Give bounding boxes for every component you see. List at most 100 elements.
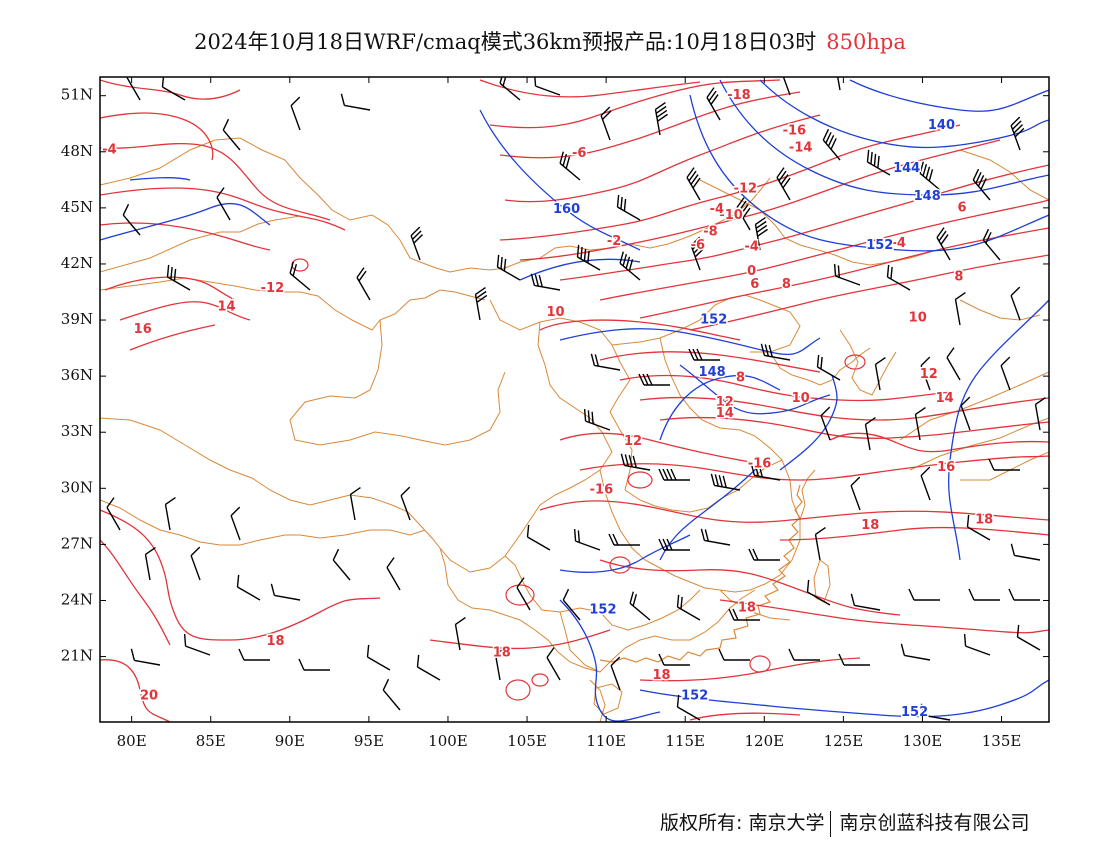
- temperature-isotherm: [100, 222, 271, 251]
- company-text: 南京创蓝科技有限公司: [839, 812, 1030, 834]
- temperature-isotherm: [129, 324, 216, 351]
- height-isohypse: [679, 364, 831, 415]
- wind-barb: [416, 654, 441, 681]
- temperature-label: 12: [920, 367, 938, 382]
- wind-barb: [183, 634, 211, 656]
- wind-barb: [1008, 588, 1040, 601]
- wind-barb: [122, 203, 141, 236]
- lon-label: 105E: [507, 732, 547, 750]
- wind-barb: [386, 557, 401, 591]
- lon-label: 80E: [117, 732, 147, 750]
- height-isohypse: [779, 374, 838, 471]
- wind-barb: [676, 594, 701, 621]
- wind-barb: [526, 524, 551, 551]
- height-label: 144: [893, 161, 920, 176]
- temperature-isotherm: [559, 164, 1049, 281]
- wind-barb: [400, 486, 411, 521]
- temperature-label: 20: [140, 688, 158, 703]
- temperature-label: 14: [936, 391, 954, 406]
- wind-barb: [919, 161, 941, 191]
- temperature-label: 14: [716, 406, 734, 421]
- wind-barb: [126, 77, 141, 101]
- wind-barb: [583, 409, 611, 431]
- province-boundary: [559, 589, 756, 673]
- lat-label: 45N: [61, 198, 93, 216]
- lon-label: 85E: [196, 732, 226, 750]
- province-boundary: [100, 277, 486, 331]
- province-boundary: [599, 469, 801, 593]
- wind-barb: [963, 634, 991, 656]
- wind-barb: [676, 694, 701, 721]
- temperature-closed-contour: [627, 471, 653, 489]
- wind-barb: [982, 228, 1001, 261]
- temperature-isotherm: [104, 276, 236, 301]
- wind-barb: [966, 514, 991, 541]
- wind-barb: [236, 574, 261, 601]
- wind-barb: [530, 273, 561, 291]
- wind-barb: [164, 496, 176, 531]
- wind-barb: [222, 118, 241, 151]
- wind-barb: [936, 227, 951, 261]
- temperature-label: -10: [719, 208, 743, 223]
- temperature-isotherm: [499, 124, 961, 241]
- temperature-isotherm: [100, 112, 214, 161]
- wind-barb: [562, 588, 581, 621]
- wind-barb: [616, 194, 641, 221]
- wind-barb: [658, 468, 690, 481]
- wind-barb: [920, 466, 931, 501]
- province-boundary: [100, 499, 426, 546]
- height-isohypse: [719, 79, 1049, 196]
- height-label: 152: [589, 602, 616, 617]
- province-boundary: [489, 299, 633, 491]
- wind-barb: [886, 264, 911, 291]
- wind-barb: [686, 167, 701, 201]
- temperature-isotherm: [539, 500, 1049, 523]
- height-isohypse: [559, 599, 661, 722]
- height-isohypse: [519, 258, 641, 281]
- temperature-label: -16: [748, 457, 772, 472]
- temperature-label: -8: [703, 225, 717, 240]
- wind-barb: [816, 354, 841, 381]
- temperature-label: -18: [727, 88, 751, 103]
- temperature-closed-contour: [505, 584, 535, 606]
- wind-barb: [474, 286, 488, 321]
- wind-barb: [516, 577, 531, 611]
- wind-barb: [908, 588, 940, 601]
- lat-label: 39N: [61, 310, 93, 328]
- temperature-label: -6: [691, 238, 705, 253]
- temperature-label: -4: [744, 240, 758, 255]
- wind-barb: [1000, 356, 1011, 391]
- wind-barb: [920, 356, 931, 391]
- temperature-label: -16: [783, 124, 807, 139]
- temperature-label: -16: [590, 483, 614, 498]
- wind-barb: [788, 648, 820, 661]
- wind-barb: [366, 644, 391, 671]
- wind-barb: [610, 656, 621, 691]
- temperature-label: -14: [789, 141, 813, 156]
- wind-barb: [750, 463, 781, 481]
- temperature-isotherm: [499, 91, 801, 159]
- temperature-isotherm: [579, 455, 1049, 481]
- wind-barb: [754, 216, 768, 251]
- temperature-isotherm: [719, 599, 1049, 634]
- temperature-label: -2: [607, 234, 621, 249]
- temperature-label: 14: [217, 299, 235, 314]
- wind-barb: [499, 77, 521, 101]
- wind-barb: [780, 77, 791, 96]
- wind-barb: [688, 348, 720, 361]
- wind-barb: [356, 267, 371, 301]
- temperature-isotherm: [599, 559, 901, 616]
- height-label: 160: [553, 202, 580, 217]
- province-boundary: [100, 215, 301, 273]
- wind-barb: [866, 149, 891, 176]
- wind-barb: [1034, 396, 1046, 431]
- wind-barb: [289, 261, 311, 291]
- wind-barb: [620, 453, 651, 471]
- wind-barb: [546, 647, 561, 681]
- map-frame: [99, 76, 1050, 723]
- height-label: 152: [700, 313, 727, 328]
- temperature-label: 18: [652, 668, 670, 683]
- height-isohypse: [559, 328, 821, 356]
